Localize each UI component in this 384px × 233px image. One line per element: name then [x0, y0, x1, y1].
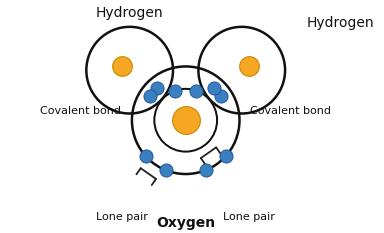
Point: [162, 168, 169, 172]
Point: [223, 154, 229, 158]
Point: [194, 89, 200, 93]
Point: [211, 86, 217, 90]
Point: [218, 94, 224, 97]
Text: Oxygen: Oxygen: [156, 216, 215, 230]
Point: [246, 65, 252, 68]
Text: Hydrogen: Hydrogen: [96, 6, 164, 21]
Point: [147, 94, 153, 97]
Point: [183, 118, 189, 122]
Text: Hydrogen: Hydrogen: [307, 16, 374, 30]
Text: Covalent bond: Covalent bond: [40, 106, 121, 116]
Text: Lone pair: Lone pair: [223, 212, 275, 222]
Point: [143, 154, 149, 158]
Point: [203, 168, 209, 172]
Point: [154, 86, 161, 90]
Point: [119, 65, 125, 68]
Point: [172, 89, 178, 93]
Text: Covalent bond: Covalent bond: [250, 106, 331, 116]
Text: Lone pair: Lone pair: [96, 212, 148, 222]
